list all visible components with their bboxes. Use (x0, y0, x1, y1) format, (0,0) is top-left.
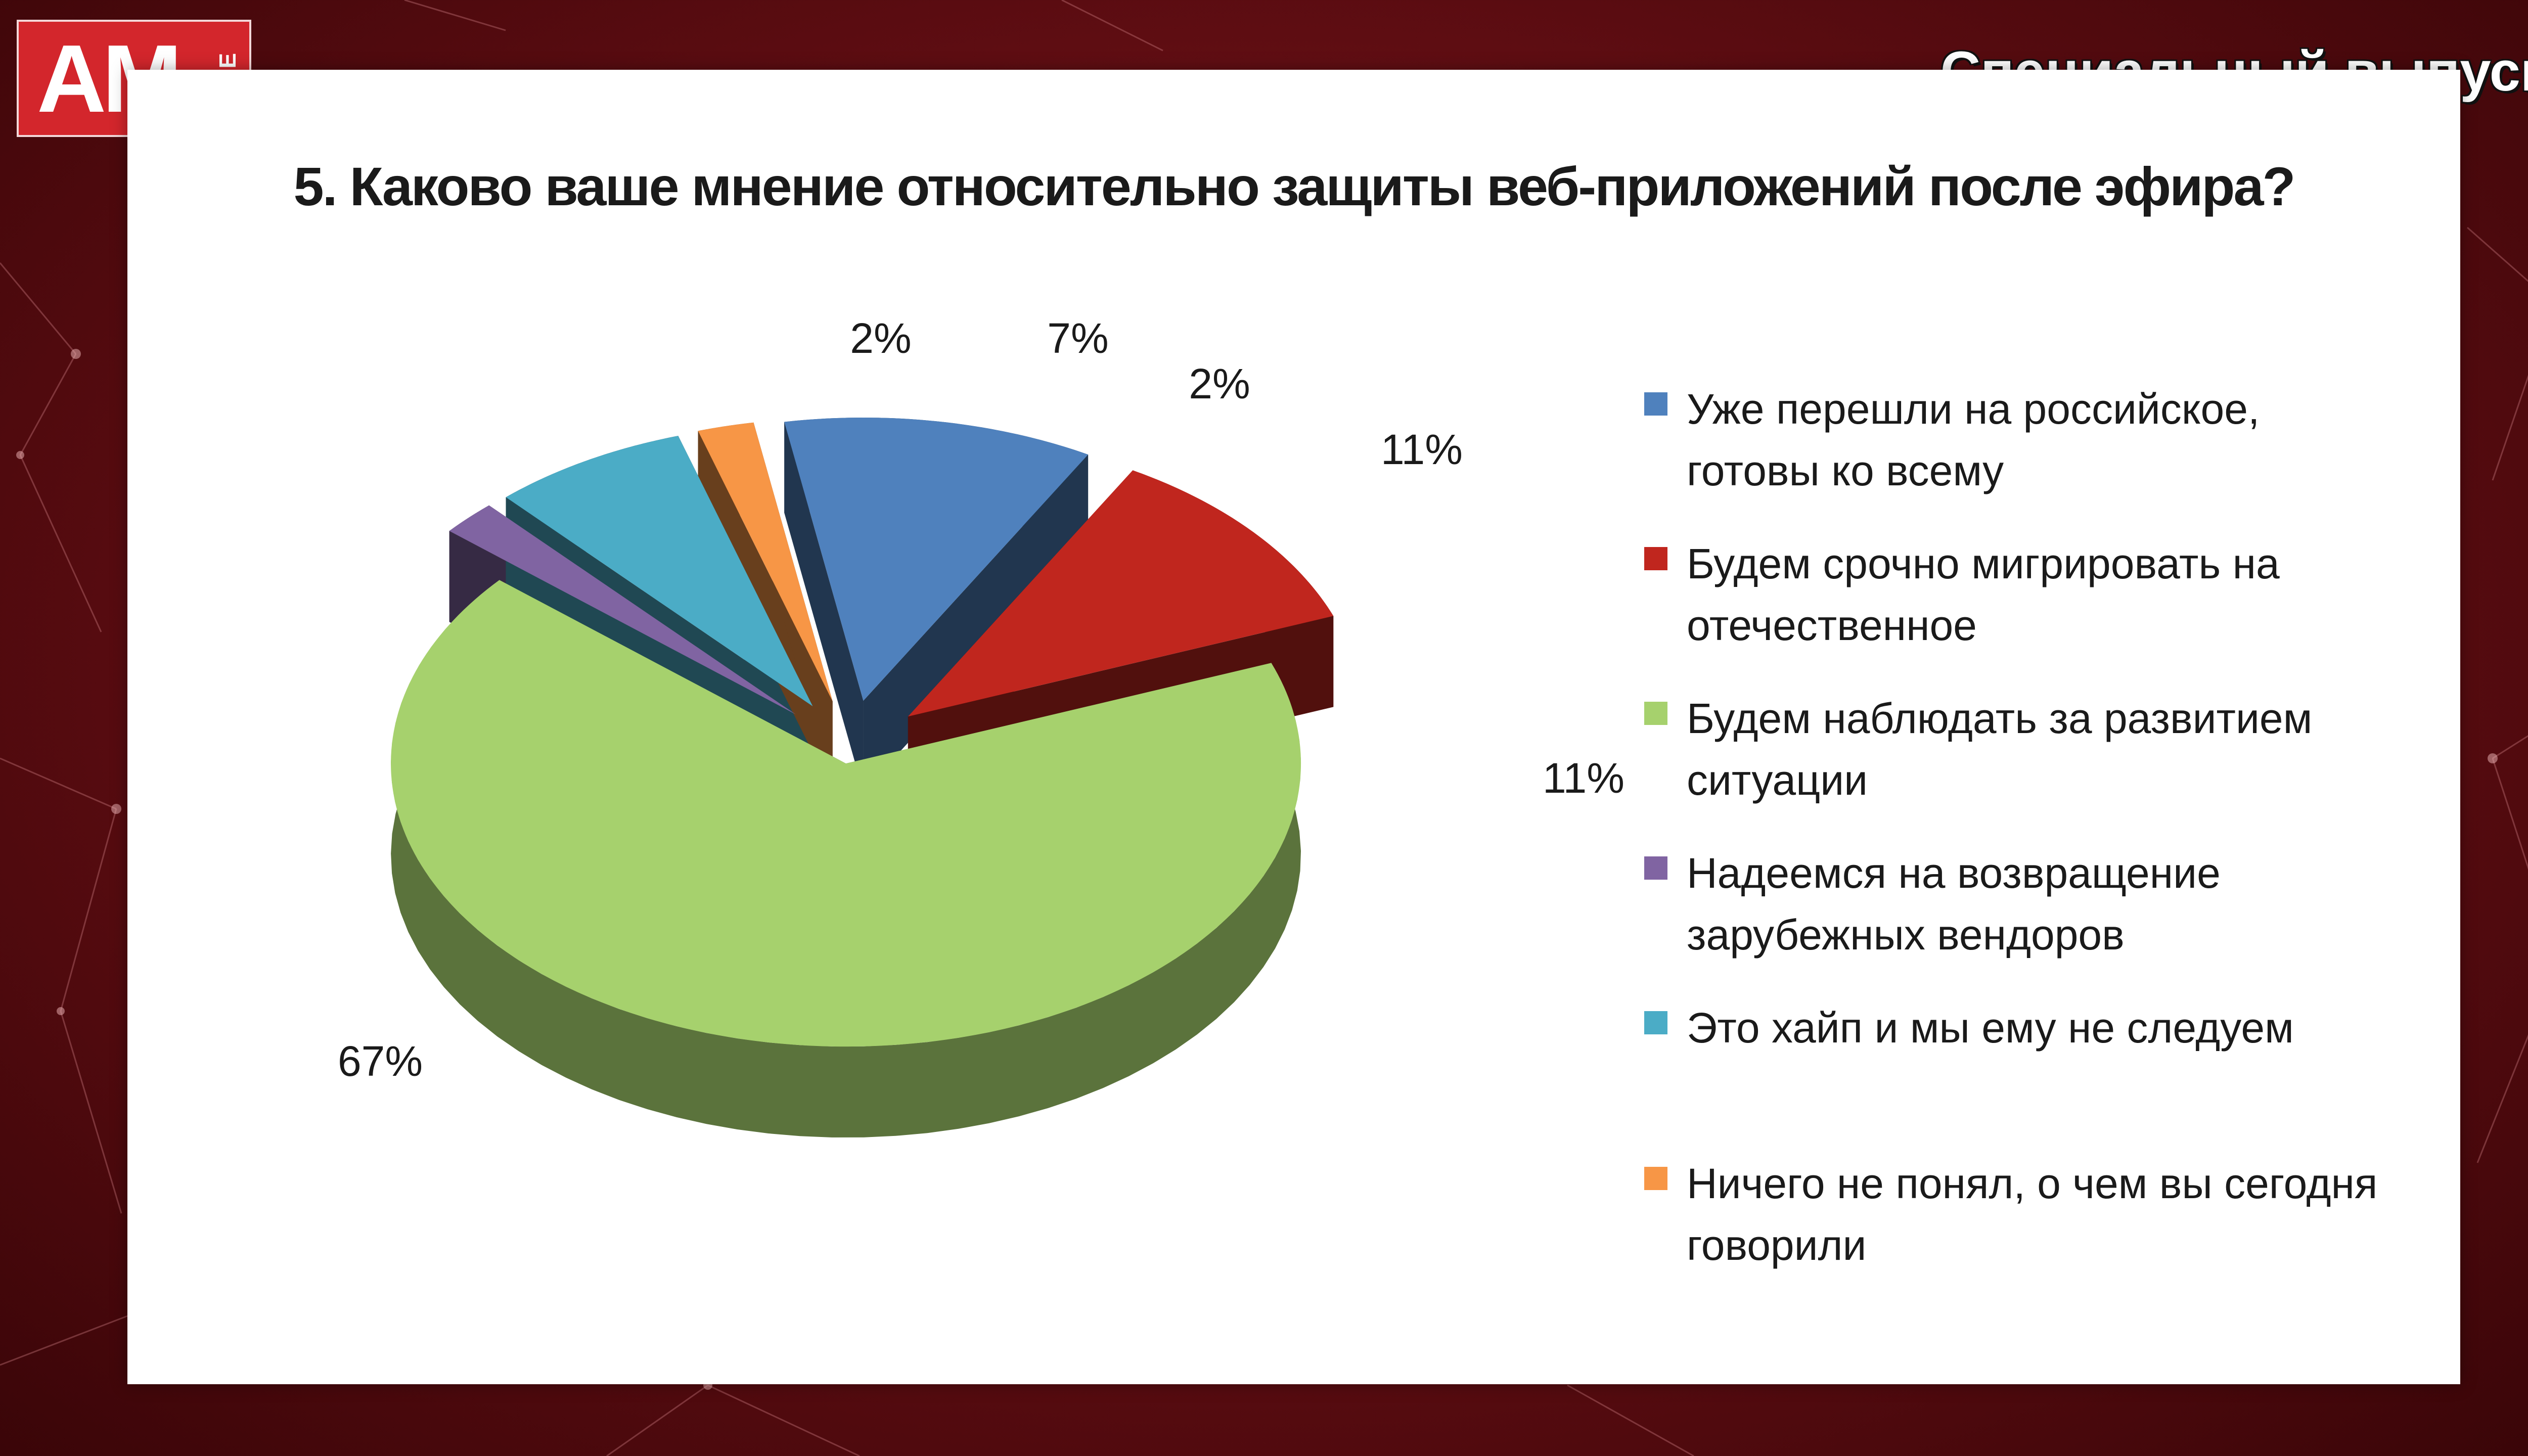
legend-swatch-0 (1644, 392, 1667, 416)
pie-data-label-5: 2% (1189, 360, 1250, 407)
pie-data-label-4: 7% (1047, 314, 1108, 362)
legend-swatch-1 (1644, 547, 1667, 570)
pie-slice-0 (784, 417, 1089, 701)
pie-slice-5 (698, 422, 833, 702)
pie-data-label-2: 67% (338, 1037, 423, 1085)
legend-label-2: Будем наблюдать за развитием ситуации (1687, 695, 2313, 804)
legend-swatch-5 (1644, 1167, 1667, 1190)
pie-data-label-3: 2% (850, 314, 911, 362)
pie-data-label-1: 11% (1543, 754, 1624, 802)
pie-data-label-0: 11% (1381, 426, 1463, 473)
pie-slice-2 (391, 580, 1301, 1047)
chart-title: 5. Каково ваше мнение относительно защит… (293, 156, 2296, 217)
legend-label-5: Ничего не понял, о чем вы сегодня говори… (1687, 1160, 2378, 1269)
pie-slice-cut-0-0 (784, 422, 864, 792)
pie-chart: 11% 11% 67% 2% 7% 2% (338, 314, 1624, 1138)
pie-slice-1 (908, 470, 1334, 717)
legend-label-1: Будем срочно мигрировать на отечественно… (1687, 540, 2280, 649)
presentation-slide: 5. Каково ваше мнение относительно защит… (127, 70, 2460, 1384)
pie-slice-3 (449, 505, 796, 715)
legend-label-4: Это хайп и мы ему не следуем (1687, 1004, 2294, 1052)
pie-slice-4 (506, 436, 813, 707)
legend-label-0: Уже перешли на российское, готовы ко все… (1687, 385, 2260, 494)
legend-swatch-2 (1644, 702, 1667, 725)
legend-swatch-4 (1644, 1011, 1667, 1034)
legend-swatch-3 (1644, 856, 1667, 880)
legend-label-3: Надеемся на возвращение зарубежных вендо… (1687, 849, 2221, 959)
